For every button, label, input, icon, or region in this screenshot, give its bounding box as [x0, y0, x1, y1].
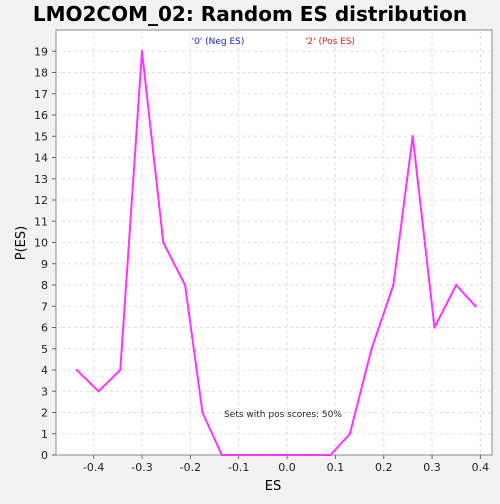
series-layer — [75, 50, 477, 457]
series-point — [455, 283, 458, 287]
series-point — [433, 326, 436, 329]
x-tick-label: -0.1 — [228, 461, 249, 474]
y-tick-label: 8 — [41, 279, 48, 292]
y-tick-label: 5 — [41, 343, 48, 356]
series-point — [201, 411, 204, 414]
series-point — [370, 347, 373, 350]
series-point — [329, 453, 332, 457]
series-point — [411, 135, 414, 138]
series-line — [76, 50, 477, 456]
x-axis-label: ES — [265, 479, 281, 494]
y-axis-label: P(ES) — [14, 226, 29, 260]
series-point — [285, 453, 289, 457]
x-tick-label: 0.0 — [278, 461, 296, 474]
series-point — [474, 305, 477, 308]
series-point — [307, 453, 311, 457]
series-point — [242, 453, 245, 457]
series-point — [162, 241, 165, 244]
y-tick-label: 17 — [34, 88, 48, 101]
y-tick-label: 15 — [34, 130, 48, 143]
series-point — [220, 453, 223, 457]
series-point — [264, 453, 267, 457]
y-tick-label: 13 — [34, 173, 48, 186]
y-tick-label: 11 — [34, 215, 48, 228]
series-point — [392, 283, 395, 287]
x-tick-label: 0.2 — [375, 461, 393, 474]
y-tick-label: 14 — [34, 152, 48, 165]
y-tick-label: 10 — [34, 237, 48, 250]
y-tick-label: 12 — [34, 194, 48, 207]
x-tick-label: -0.2 — [180, 461, 201, 474]
y-tick-label: 16 — [34, 109, 48, 122]
x-tick-label: 0.3 — [423, 461, 441, 474]
series-point — [183, 283, 187, 287]
y-tick-label: 1 — [41, 428, 48, 441]
series-point — [119, 368, 122, 372]
y-tick-label: 18 — [34, 67, 48, 80]
y-tick-label: 9 — [41, 258, 48, 271]
y-tick-label: 4 — [41, 364, 48, 377]
legend-pos-es: '2' (Pos ES) — [305, 37, 355, 47]
x-tick-label: -0.3 — [131, 461, 152, 474]
y-tick-label: 2 — [41, 407, 48, 420]
x-tick-label: 0.1 — [327, 461, 345, 474]
x-tick-label: -0.4 — [83, 461, 104, 474]
y-tick-label: 7 — [41, 300, 48, 313]
x-tick-label: 0.4 — [472, 461, 490, 474]
legend-neg-es: '0' (Neg ES) — [192, 37, 245, 47]
series-point — [140, 50, 144, 53]
y-tick-label: 3 — [41, 385, 48, 398]
series-point — [75, 368, 78, 372]
y-tick-label: 19 — [34, 45, 48, 58]
pos-scores-annotation: Sets with pos scores: 50% — [224, 410, 342, 420]
series-point — [97, 390, 100, 393]
series-point — [348, 432, 352, 435]
y-tick-label: 6 — [41, 322, 48, 335]
y-tick-label: 0 — [41, 449, 48, 462]
chart-title: LMO2COM_02: Random ES distribution — [33, 2, 467, 26]
